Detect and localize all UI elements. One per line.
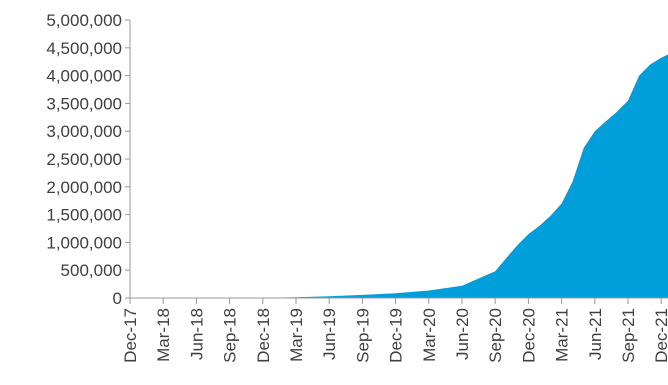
- y-tick-label: 5,000,000: [46, 11, 122, 30]
- x-tick-label: Dec-18: [254, 308, 273, 363]
- y-axis-tick-labels: 0 500,000 1,000,000 1,500,000 2,000,000 2,500…: [46, 11, 122, 308]
- x-tick-label: Sep-21: [619, 308, 638, 363]
- x-tick-label: Sep-19: [353, 308, 372, 363]
- x-tick-label: Jun-20: [453, 308, 472, 360]
- y-tick-label: 500,000: [61, 261, 122, 280]
- x-tick-label: Sep-20: [486, 308, 505, 363]
- y-tick-label: 3,500,000: [46, 94, 122, 113]
- x-tick-label: Dec-21: [652, 308, 668, 363]
- area-series-0: [130, 54, 668, 298]
- x-tick-label: Jun-19: [320, 308, 339, 360]
- x-tick-label: Sep-18: [221, 308, 240, 363]
- x-tick-label: Mar-20: [420, 308, 439, 362]
- y-tick-label: 3,000,000: [46, 122, 122, 141]
- x-axis-tick-labels: Dec-17 Mar-18 Jun-18 Sep-18 Dec-18 Mar-19 Jun-…: [121, 308, 668, 363]
- x-tick-label: Mar-18: [154, 308, 173, 362]
- y-tick-label: 2,500,000: [46, 150, 122, 169]
- y-tick-label: 4,000,000: [46, 67, 122, 86]
- area-layer: [130, 54, 668, 298]
- x-tick-label: Dec-19: [387, 308, 406, 363]
- y-tick-label: 1,000,000: [46, 233, 122, 252]
- y-tick-label: 4,500,000: [46, 39, 122, 58]
- x-tick-label: Dec-20: [519, 308, 538, 363]
- x-tick-label: Mar-21: [553, 308, 572, 362]
- x-tick-label: Dec-17: [121, 308, 140, 363]
- x-tick-label: Mar-19: [287, 308, 306, 362]
- x-tick-label: Jun-21: [586, 308, 605, 360]
- x-tick-label: Jun-18: [187, 308, 206, 360]
- y-tick-label: 0: [113, 289, 122, 308]
- axis-layer: [125, 19, 668, 304]
- y-tick-label: 2,000,000: [46, 178, 122, 197]
- y-tick-label: 1,500,000: [46, 206, 122, 225]
